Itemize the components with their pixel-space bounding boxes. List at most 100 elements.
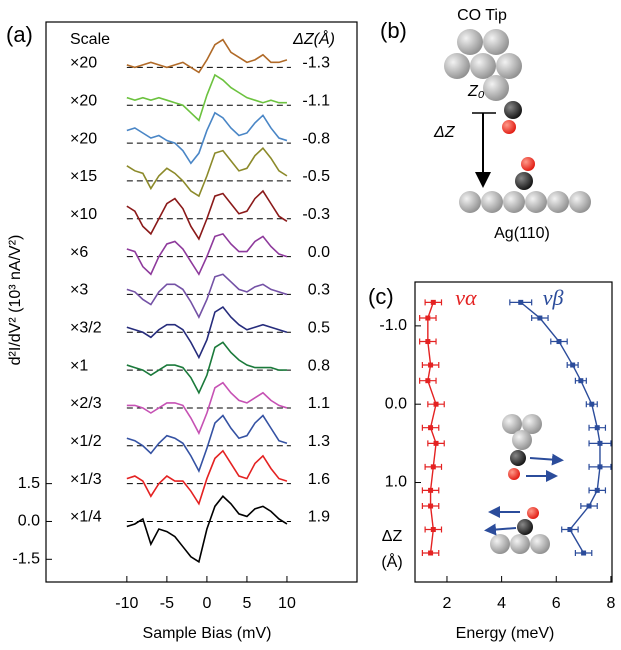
dz-label: -1.3 [302,55,330,72]
dz-label: -0.5 [302,168,330,185]
y-axis-label: ΔZ [382,528,403,545]
panel-label: (c) [368,284,394,309]
scale-label: ×1/3 [70,471,102,488]
x-tick-label: 0 [202,595,211,612]
point [581,550,587,556]
point [428,362,434,368]
x-axis-label: Energy (meV) [456,625,555,642]
x-tick-label: 6 [552,595,561,612]
scale-label: ×3 [70,282,88,299]
point [425,378,431,384]
dz-label: ΔZ [433,124,456,141]
point [518,299,524,305]
point [567,527,573,533]
point [425,315,431,321]
point [597,440,603,446]
scale-label: ×20 [70,92,97,109]
scale-label: ×6 [70,244,88,261]
dz-label: 1.9 [308,509,330,526]
surface-label: Ag(110) [494,225,550,242]
x-tick-label: 5 [242,595,251,612]
spectrum-line [126,414,288,473]
scale-label: ×20 [70,130,97,147]
point [433,440,439,446]
x-tick-label: -10 [115,595,138,612]
spectrum-line [126,273,288,319]
spectrum-line [126,73,287,122]
point [430,299,436,305]
y-axis-label: d²I/dV² (10³ nA/V²) [7,235,24,366]
scale-label: ×1/2 [70,433,102,450]
y-tick-label: -1.0 [379,317,407,334]
spectrum-line [126,111,288,165]
y-axis-label: (Å) [381,552,402,571]
point [425,339,431,345]
inset-c [484,414,564,554]
y-tick-label: -1.5 [12,551,40,568]
point [430,527,436,533]
panel-label: (a) [6,22,33,47]
dz-label: 0.3 [308,282,330,299]
dz-label: -0.3 [302,206,330,223]
point [428,487,434,493]
y-tick-label: 0.0 [18,513,40,530]
legend-label: να [455,285,477,310]
spectrum-line [126,232,288,276]
dz-label: 0.5 [308,319,330,336]
x-axis-label: Sample Bias (mV) [143,625,272,642]
point [433,401,439,407]
point [570,362,576,368]
dz-label: 1.6 [308,471,330,488]
point [556,339,562,345]
point [428,425,434,431]
scale-label: ×15 [70,168,97,185]
scale-label: ×10 [70,206,97,223]
point [586,503,592,509]
legend-label: νβ [543,285,564,310]
x-tick-label: 10 [278,595,296,612]
scale-label: ×3/2 [70,319,102,336]
dz-label: 1.1 [308,395,330,412]
point [428,550,434,556]
spectrum-line [126,189,288,241]
dz-label: 1.3 [308,433,330,450]
y-tick-label: 1.5 [18,475,40,492]
spectrum-line [126,146,288,198]
point [428,503,434,509]
dz-label: -1.1 [302,92,330,109]
spectrum-line [126,381,288,436]
dz-label: 0.0 [308,244,330,261]
z0-label: Z₀ [467,83,485,100]
panel-label: (b) [380,18,407,43]
spectrum-line [126,449,288,506]
spectrum-line [126,38,288,74]
point [430,464,436,470]
scale-label: ×1 [70,357,88,374]
y-tick-label: 0.0 [385,395,407,412]
x-tick-label: -5 [160,595,174,612]
diagram-b: (b) CO Tip Z₀ ΔZ Ag(110) [380,7,591,242]
dz-label: 0.8 [308,357,330,374]
x-tick-label: 8 [606,595,615,612]
tip-label: CO Tip [457,7,507,24]
spectrum-line [126,495,288,564]
x-tick-label: 4 [497,595,506,612]
dz-header: ΔZ(Å) [292,29,335,48]
point [594,487,600,493]
scale-label: ×2/3 [70,395,102,412]
point [589,401,595,407]
scale-header: Scale [70,31,110,48]
spectrum-line [126,341,287,395]
point [578,378,584,384]
panel-c-frame [414,281,613,583]
dz-label: -0.8 [302,130,330,147]
scale-label: ×20 [70,55,97,72]
spectrum-line [126,305,288,360]
point [537,315,543,321]
x-tick-label: 2 [443,595,452,612]
y-tick-label: 1.0 [385,474,407,491]
point [594,425,600,431]
scale-label: ×1/4 [70,509,102,526]
point [597,464,603,470]
